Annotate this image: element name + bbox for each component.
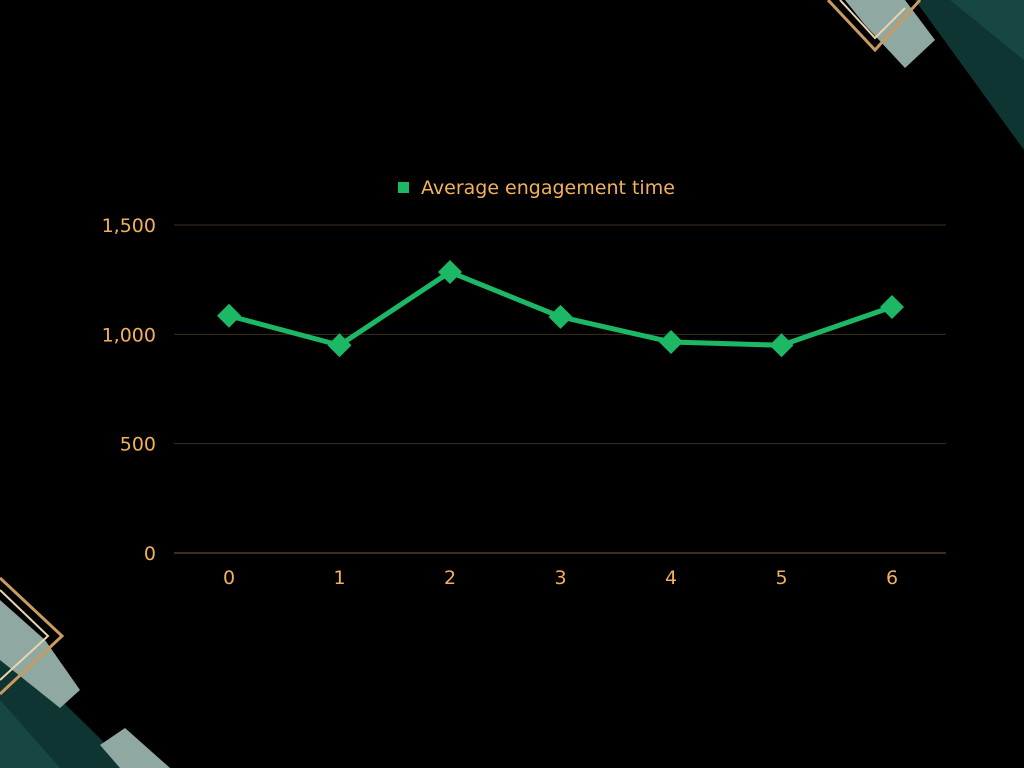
legend-label: Average engagement time — [421, 177, 675, 199]
data-point-marker — [217, 303, 241, 328]
bottom-left-decoration — [0, 576, 170, 768]
x-tick-label: 4 — [665, 567, 677, 589]
y-tick-label: 500 — [120, 434, 156, 456]
y-tick-label: 0 — [144, 543, 156, 565]
x-tick-label: 5 — [775, 567, 787, 589]
y-axis-ticks: 0 500 1,000 1,500 — [102, 215, 156, 565]
gridlines — [174, 224, 946, 554]
data-point-marker — [548, 304, 573, 329]
top-right-decoration — [826, 0, 1024, 150]
x-tick-label: 0 — [223, 567, 235, 589]
data-point-marker — [769, 333, 794, 358]
data-point-marker — [438, 260, 462, 285]
series-group — [217, 260, 904, 358]
y-tick-label: 1,000 — [102, 324, 156, 346]
data-point-marker — [327, 333, 352, 358]
x-tick-label: 3 — [554, 567, 566, 589]
x-tick-label: 6 — [886, 567, 898, 589]
data-point-marker — [659, 329, 683, 354]
x-tick-label: 1 — [333, 567, 345, 589]
data-point-marker — [880, 295, 904, 319]
x-tick-label: 2 — [444, 567, 456, 589]
y-tick-label: 1,500 — [102, 215, 156, 237]
legend: Average engagement time — [398, 177, 675, 199]
x-axis-ticks: 0 1 2 3 4 5 6 — [223, 567, 898, 589]
legend-swatch — [398, 182, 409, 193]
